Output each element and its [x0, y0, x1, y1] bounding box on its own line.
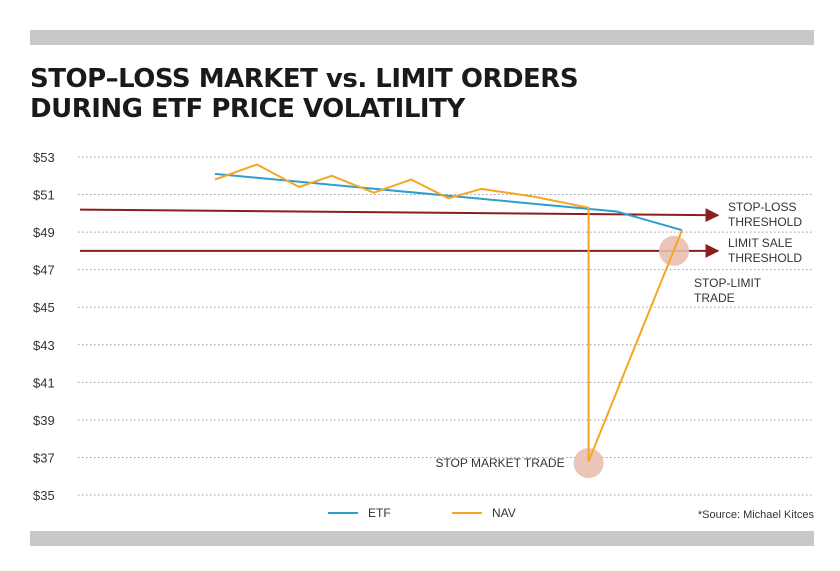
trade-marker	[573, 448, 604, 479]
y-tick-label: $37	[33, 450, 55, 465]
marker-label: TRADE	[694, 291, 735, 305]
y-tick-label: $39	[33, 413, 55, 428]
threshold-label: THRESHOLD	[728, 215, 802, 229]
y-tick-label: $43	[33, 338, 55, 353]
y-axis-ticks: $53 $51 $49 $47 $45 $43 $41 $39 $37 $35	[33, 150, 55, 503]
threshold-arrows	[79, 208, 720, 258]
marker-label: STOP MARKET TRADE	[435, 456, 564, 470]
y-tick-label: $53	[33, 150, 55, 165]
y-tick-label: $51	[33, 188, 55, 203]
legend-label: ETF	[368, 506, 391, 520]
threshold-label: LIMIT SALE	[728, 236, 792, 250]
series-line-etf	[214, 172, 683, 232]
chart-title: STOP–LOSS MARKET vs. LIMIT ORDERS DURING…	[30, 64, 579, 124]
series-lines	[214, 163, 683, 463]
top-rule	[30, 30, 814, 45]
bottom-rule	[30, 531, 814, 546]
threshold-label: THRESHOLD	[728, 251, 802, 265]
legend-label: NAV	[492, 506, 516, 520]
threshold-label: STOP-LOSS	[728, 200, 796, 214]
legend: ETF NAV	[328, 506, 516, 520]
marker-label: STOP-LIMIT	[694, 276, 762, 290]
chart-title-line-1: STOP–LOSS MARKET vs. LIMIT ORDERS	[30, 64, 579, 94]
y-tick-label: $49	[33, 225, 55, 240]
chart-title-line-2: DURING ETF PRICE VOLATILITY	[30, 94, 465, 124]
y-tick-label: $41	[33, 375, 55, 390]
gridlines	[78, 156, 812, 496]
source-note: *Source: Michael Kitces	[698, 509, 815, 521]
y-tick-label: $45	[33, 300, 55, 315]
series-line-nav	[214, 163, 683, 463]
threshold-arrow	[79, 208, 720, 223]
y-tick-label: $35	[33, 488, 55, 503]
y-tick-label: $47	[33, 263, 55, 278]
